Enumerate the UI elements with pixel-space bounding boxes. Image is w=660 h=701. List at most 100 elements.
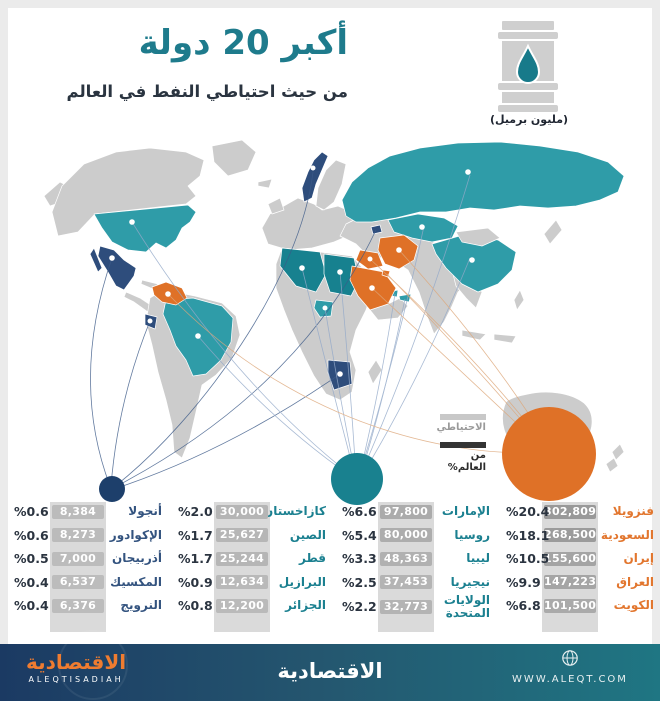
table-row: الولايات المتحدة 32,773 %2.2 — [336, 593, 492, 620]
table-row: فنزويلا 302,809 %20.4 — [500, 500, 656, 524]
country-name: نيجيريا — [450, 574, 490, 589]
table-row: النرويج 6,376 %0.4 — [8, 594, 164, 618]
footer-website-block: WWW.ALEQT.COM — [500, 649, 640, 685]
table-column-4: أنجولا 8,384 %0.6 الإكوادور 8,273 %0.6 أذربيجا… — [8, 494, 164, 636]
table-row: العراق 147,223 %9.9 — [500, 571, 656, 595]
legend-share-label: من العالم% — [447, 450, 486, 473]
table-row: البرازيل 12,634 %0.9 — [172, 571, 328, 595]
world-share-percent: %0.5 — [14, 551, 49, 567]
world-share-percent: %6.8 — [506, 598, 541, 614]
footer-logo-arabic: الاقتصادية — [26, 650, 127, 674]
reserve-value-badge: 155,600 — [544, 551, 597, 566]
table-row: أذربيجان 7,000 %0.5 — [8, 547, 164, 571]
table-row: نيجيريا 37,453 %2.5 — [336, 571, 492, 595]
world-share-percent: %18.1 — [506, 527, 550, 543]
country-name: الإمارات — [441, 504, 490, 519]
globe-icon — [562, 650, 578, 666]
country-name: فنزويلا — [612, 504, 654, 519]
landmass-indonesia-2 — [493, 333, 517, 344]
country-name: الصين — [289, 527, 326, 542]
world-share-percent: %1.7 — [178, 551, 213, 567]
reserve-value-badge: 302,809 — [544, 504, 597, 519]
page-title: أكبر 20 دولة — [138, 23, 348, 63]
world-share-percent: %0.4 — [14, 574, 49, 590]
reserve-value-badge: 7,000 — [52, 551, 104, 566]
oil-drop-icon — [515, 43, 541, 84]
country-norway — [301, 151, 329, 203]
world-share-percent: %3.3 — [342, 551, 377, 567]
page-subtitle: من حيث احتياطي النفط في العالم — [66, 82, 348, 101]
world-share-percent: %0.9 — [178, 574, 213, 590]
world-share-percent: %10.5 — [506, 551, 550, 567]
landmass-new-zealand — [605, 443, 625, 473]
world-share-percent: %20.4 — [506, 504, 550, 520]
country-usa — [93, 204, 197, 253]
country-name: العراق — [616, 574, 654, 589]
legend: الاحتياطي من العالم% — [434, 414, 486, 476]
landmass-philippines — [513, 289, 525, 311]
reserve-value-badge: 25,244 — [216, 551, 268, 566]
reserve-value-badge: 8,384 — [52, 504, 104, 519]
reserve-value-badge: 6,376 — [52, 598, 104, 613]
country-mexico-baja — [89, 247, 103, 273]
country-dots — [109, 165, 475, 377]
table-row: السعودية 268,500 %18.1 — [500, 524, 656, 548]
country-name: قطر — [298, 551, 326, 566]
landmass-central-america — [123, 291, 153, 313]
reserve-value-badge: 48,363 — [380, 551, 432, 566]
table-row: المكسيك 6,537 %0.4 — [8, 571, 164, 595]
footer-website-url: WWW.ALEQT.COM — [512, 674, 628, 685]
reserve-value-badge: 32,773 — [380, 599, 432, 614]
landmass-uk — [267, 197, 285, 215]
footer: الاقتصادية ALEQTISADIAH الاقتصادية WWW.A… — [0, 630, 660, 701]
country-mexico — [97, 245, 137, 291]
reserve-value-badge: 12,634 — [216, 575, 268, 590]
world-share-percent: %0.4 — [14, 598, 49, 614]
country-russia — [341, 141, 625, 223]
landmass-mongolia — [455, 227, 501, 247]
flow-lines-navy — [90, 171, 377, 489]
table-column-2: الإمارات 97,800 %6.6 روسيا 80,000 %5.4 ليبيا 48… — [336, 494, 492, 636]
bubble-navy-group — [99, 476, 125, 502]
world-share-percent: %0.6 — [14, 527, 49, 543]
world-share-percent: %9.9 — [506, 574, 541, 590]
legend-share-swatch — [440, 442, 486, 448]
reserve-value-badge: 30,000 — [216, 504, 268, 519]
country-name: الولايات المتحدة — [443, 593, 490, 620]
oil-barrel-icon — [498, 21, 558, 112]
world-share-percent: %5.4 — [342, 527, 377, 543]
country-name: الكويت — [613, 598, 654, 613]
footer-watermark-ring — [58, 630, 128, 700]
country-name: كازاخستان — [262, 504, 326, 519]
reserve-value-badge: 268,500 — [544, 528, 597, 543]
country-name: أذربيجان — [112, 551, 162, 566]
country-name: أنجولا — [128, 504, 162, 519]
reserve-value-badge: 37,453 — [380, 575, 432, 590]
country-name: النرويج — [120, 598, 162, 613]
world-share-percent: %6.6 — [342, 504, 377, 520]
country-libya — [323, 253, 360, 297]
table-row: الصين 25,627 %1.7 — [172, 524, 328, 548]
table-row: الجزائر 12,200 %0.8 — [172, 594, 328, 618]
country-name: السعودية — [600, 527, 654, 542]
bubble-orange-group — [502, 407, 596, 501]
footer-logo: الاقتصادية ALEQTISADIAH — [26, 651, 126, 684]
reserve-value-badge: 97,800 — [380, 504, 432, 519]
country-name: إيران — [623, 551, 654, 566]
table-row: أنجولا 8,384 %0.6 — [8, 500, 164, 524]
landmass-scandinavia — [315, 159, 347, 211]
reserve-value-badge: 80,000 — [380, 528, 432, 543]
table-row: إيران 155,600 %10.5 — [500, 547, 656, 571]
footer-brand-center: الاقتصادية — [277, 659, 383, 683]
country-name: روسيا — [454, 527, 490, 542]
landmass-iceland — [257, 178, 273, 189]
country-name: البرازيل — [278, 574, 326, 589]
world-share-percent: %2.0 — [178, 504, 213, 520]
country-name: الجزائر — [285, 598, 326, 613]
unit-label: (مليون برميل) — [489, 113, 569, 126]
table-column-3: كازاخستان 30,000 %2.0 الصين 25,627 %1.7 قطر 25,… — [172, 494, 328, 636]
landmass-indonesia — [461, 329, 487, 341]
table-row: الكويت 101,500 %6.8 — [500, 594, 656, 618]
